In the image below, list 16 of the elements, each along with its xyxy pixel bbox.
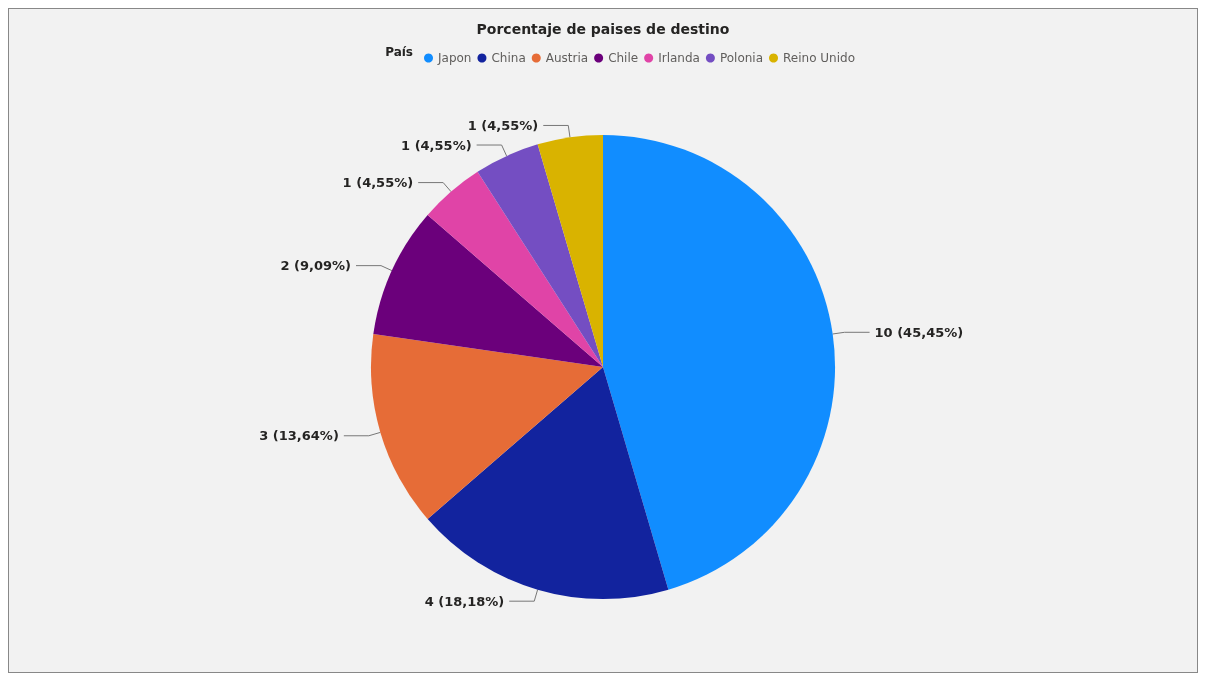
legend-label: Reino Unido xyxy=(783,51,855,65)
data-label: 2 (9,09%) xyxy=(280,258,351,274)
data-label: 1 (4,55%) xyxy=(342,175,414,191)
legend-label: China xyxy=(491,51,526,65)
data-label: 4 (18,18%) xyxy=(424,593,505,609)
legend-label: Austria xyxy=(545,51,589,65)
data-label: 1 (4,55%) xyxy=(401,137,472,153)
data-label: 1 (4,55%) xyxy=(467,117,539,133)
data-label: 3 (13,64%) xyxy=(259,428,339,444)
legend-label: Chile xyxy=(608,51,639,65)
legend-label: Irlanda xyxy=(658,51,700,65)
legend-label: Japon xyxy=(437,51,472,65)
data-label: 10 (45,45%) xyxy=(874,324,964,340)
legend-label: Polonia xyxy=(719,51,764,65)
chart-title: Porcentaje de paises de destino xyxy=(476,21,730,37)
legend-title: País xyxy=(385,45,413,59)
